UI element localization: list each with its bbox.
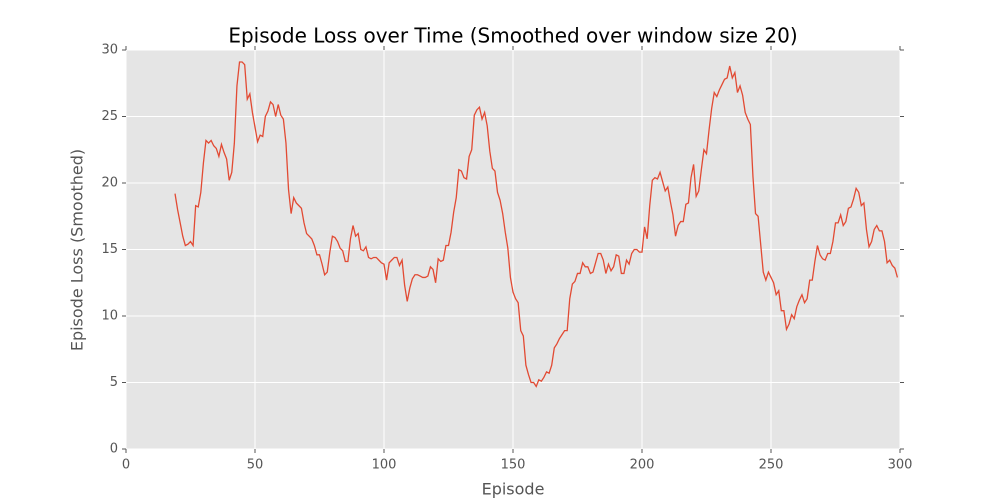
x-tick-label: 0 — [122, 458, 130, 473]
y-tick-label: 15 — [101, 242, 118, 257]
y-tick-label: 20 — [101, 176, 118, 191]
y-tick-label: 25 — [101, 109, 118, 124]
x-tick-label: 300 — [888, 458, 913, 473]
data-line — [174, 61, 899, 388]
x-axis-label: Episode — [482, 480, 545, 499]
x-tick-label: 200 — [630, 458, 655, 473]
x-tick-label: 150 — [501, 458, 526, 473]
y-tick-label: 30 — [101, 43, 118, 58]
y-tick-label: 10 — [101, 309, 118, 324]
y-axis-label: Episode Loss (Smoothed) — [68, 149, 87, 351]
x-tick-label: 50 — [247, 458, 264, 473]
x-tick-label: 250 — [759, 458, 784, 473]
y-tick-label: 5 — [110, 375, 118, 390]
x-tick-label: 100 — [372, 458, 397, 473]
y-tick-label: 0 — [110, 442, 118, 457]
chart-title: Episode Loss over Time (Smoothed over wi… — [228, 24, 797, 48]
